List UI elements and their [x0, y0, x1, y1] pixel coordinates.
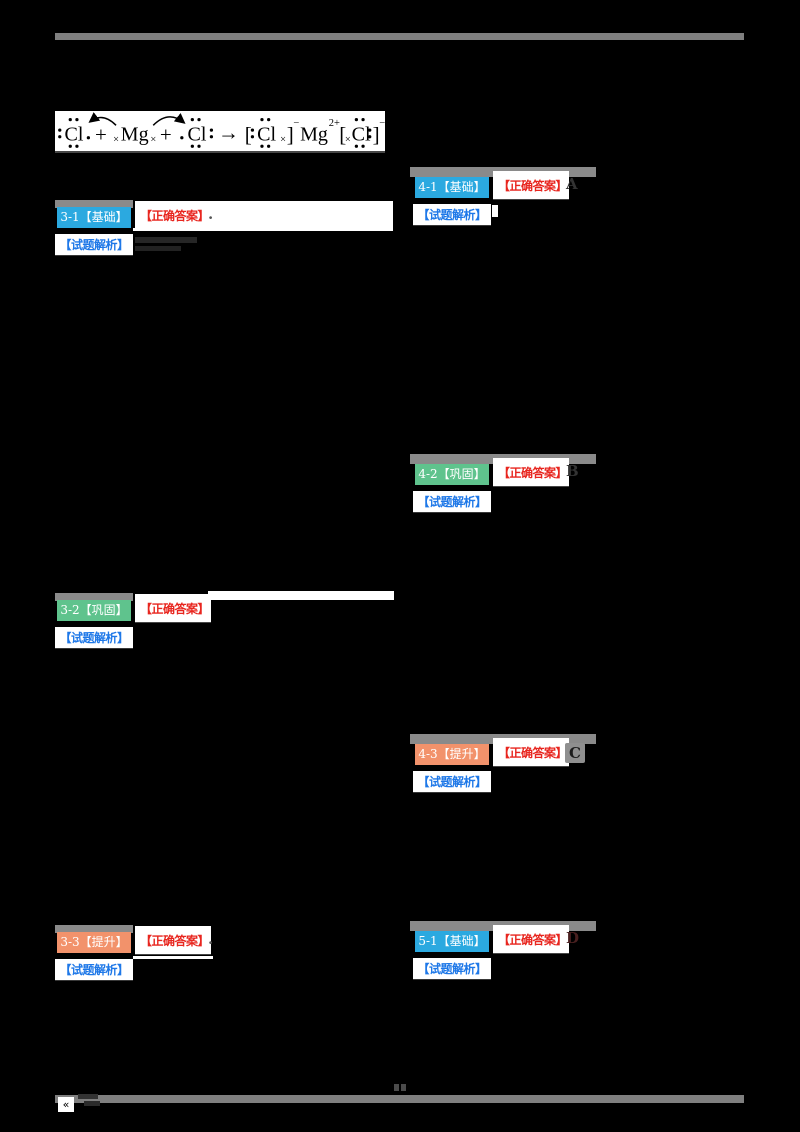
answer-partial-text: D: [566, 929, 580, 947]
answer-strip: 【正确答案】: [493, 458, 569, 486]
correct-answer-label: 【正确答案】: [498, 465, 568, 480]
correct-answer-label: 【正确答案】: [498, 178, 568, 193]
answer-strip: 【正确答案】: [493, 171, 569, 199]
page-number-mark: [401, 1084, 406, 1091]
answer-partial-text: C: [565, 743, 585, 763]
product-cl-1: Cl: [257, 123, 276, 145]
analysis-label: 【试题解析】: [59, 631, 129, 645]
analysis-label: 【试题解析】: [59, 238, 129, 252]
atom-mg: Mg: [121, 123, 149, 145]
qa-block-4-1: 4-1【基础】 【正确答案】 A 【试题解析】: [410, 164, 760, 242]
analysis-box: 【试题解析】: [55, 627, 133, 648]
analysis-label: 【试题解析】: [59, 963, 129, 977]
charge-minus-1: −: [293, 118, 299, 129]
analysis-label: 【试题解析】: [417, 495, 487, 509]
back-icon: «: [62, 1098, 70, 1111]
electron-x-chloride-1: ×: [280, 134, 286, 145]
qa-block-5-1: 5-1【基础】 【正确答案】 D 【试题解析】: [410, 918, 760, 996]
electron-x-left: ×: [113, 134, 119, 145]
render-artifact: [135, 246, 181, 251]
answer-partial-text: A: [566, 175, 578, 193]
bracket-open-1: [: [245, 122, 252, 146]
analysis-label: 【试题解析】: [417, 208, 487, 222]
lewis-structure-equation: Cl + × Mg × + Cl → [ Cl × ]: [58, 111, 385, 148]
qa-block-3-1: 3-1【基础】 【正确答案】 . 【试题解析】: [52, 194, 402, 272]
chemical-equation-panel: Cl + × Mg × + Cl → [ Cl × ]: [55, 111, 385, 151]
difficulty-badge: 4-3【提升】: [415, 744, 489, 765]
page-number-mark: [394, 1084, 399, 1091]
correct-answer-label: 【正确答案】: [140, 933, 210, 948]
difficulty-badge: 3-2【巩固】: [57, 600, 131, 621]
answer-strip: 【正确答案】: [135, 926, 211, 954]
bottom-divider-bar: [55, 1095, 744, 1103]
bracket-close-2: ]: [373, 122, 380, 146]
correct-answer-label: 【正确答案】: [498, 932, 568, 947]
render-shadow: [55, 593, 133, 601]
render-artifact: [78, 1094, 98, 1099]
answer-partial-text: .: [208, 205, 214, 223]
analysis-box: 【试题解析】: [55, 959, 133, 980]
electron-dots-chloride-1: [250, 117, 271, 148]
product-mg-ion: Mg: [300, 123, 328, 145]
analysis-box: 【试题解析】: [413, 491, 491, 512]
qa-block-3-2: 3-2【巩固】 【正确答案】 【试题解析】: [52, 587, 402, 665]
answer-strip: 【正确答案】: [493, 925, 569, 953]
analysis-label: 【试题解析】: [417, 962, 487, 976]
charge-2plus: 2+: [329, 118, 340, 129]
product-cl-2: Cl: [352, 123, 371, 145]
difficulty-badge: 3-1【基础】: [57, 207, 131, 228]
analysis-box: 【试题解析】: [413, 958, 491, 979]
electron-transfer-arrow-left: [88, 111, 117, 126]
electron-dots-cl-left: [58, 117, 91, 148]
render-shadow: [55, 200, 133, 208]
answer-partial-text: .: [208, 930, 214, 948]
difficulty-badge: 4-2【巩固】: [415, 464, 489, 485]
electron-dots-cl-right: [180, 117, 214, 148]
electron-x-chloride-2: ×: [345, 134, 351, 145]
qa-block-4-3: 4-3【提升】 【正确答案】 C 【试题解析】: [410, 731, 760, 809]
plus-operator-1: +: [95, 122, 107, 146]
bracket-open-2: [: [339, 122, 346, 146]
render-artifact: [208, 591, 394, 600]
correct-answer-label: 【正确答案】: [498, 745, 568, 760]
plus-operator-2: +: [160, 122, 172, 146]
back-to-catalog-button[interactable]: «: [58, 1097, 74, 1112]
analysis-box: 【试题解析】: [413, 771, 491, 792]
analysis-label: 【试题解析】: [417, 775, 487, 789]
difficulty-badge: 5-1【基础】: [415, 931, 489, 952]
render-artifact: [492, 205, 498, 217]
correct-answer-label: 【正确答案】: [140, 208, 210, 223]
atom-cl-left: Cl: [65, 123, 84, 145]
answer-partial-text: B: [566, 462, 579, 480]
render-artifact: [133, 228, 393, 231]
electron-dots-chloride-2: [354, 117, 372, 148]
answer-strip: 【正确答案】: [493, 738, 569, 766]
correct-answer-label: 【正确答案】: [140, 601, 210, 616]
render-shadow: [55, 925, 133, 933]
difficulty-badge: 4-1【基础】: [415, 177, 489, 198]
atom-cl-right: Cl: [188, 123, 207, 145]
qa-block-3-3: 3-3【提升】 【正确答案】 . 【试题解析】: [52, 919, 402, 997]
analysis-box: 【试题解析】: [55, 234, 133, 255]
render-artifact: [133, 956, 213, 959]
electron-transfer-arrow-right: [152, 112, 186, 126]
difficulty-badge: 3-3【提升】: [57, 932, 131, 953]
electron-x-right: ×: [150, 134, 156, 145]
reaction-arrow: →: [218, 120, 239, 144]
render-artifact: [84, 1101, 100, 1106]
answer-strip: 【正确答案】: [135, 201, 393, 229]
render-artifact: [135, 237, 197, 243]
bracket-close-1: ]: [287, 122, 294, 146]
qa-block-4-2: 4-2【巩固】 【正确答案】 B 【试题解析】: [410, 451, 760, 529]
analysis-box: 【试题解析】: [413, 204, 491, 225]
charge-minus-2: −: [379, 118, 385, 129]
answer-strip: 【正确答案】: [135, 594, 211, 622]
top-divider-bar: [55, 33, 744, 40]
